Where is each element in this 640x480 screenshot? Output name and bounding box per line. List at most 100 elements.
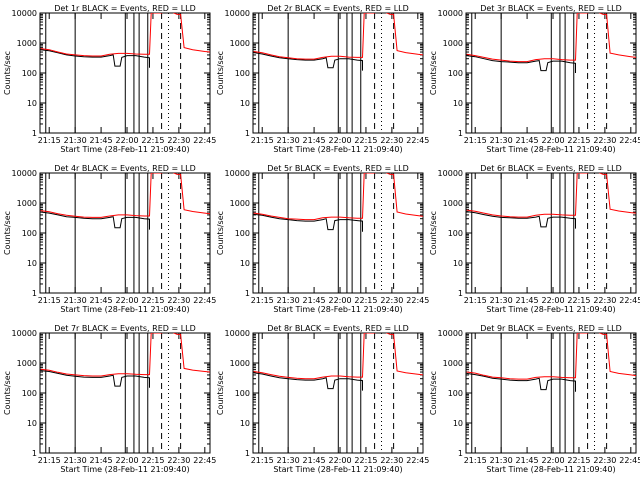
series-line [40,173,210,218]
y-tick-label: 10 [27,99,37,108]
x-tick-label: 21:45 [90,456,113,465]
y-tick-label: 1000 [230,39,250,48]
x-tick-label: 22:15 [354,296,377,305]
y-axis-label: Counts/sec [3,51,12,95]
x-tick-label: 21:30 [277,296,300,305]
x-axis-label: Start Time (28-Feb-11 21:09:40) [60,145,189,154]
x-tick-label: 22:15 [567,136,590,145]
x-tick-label: 22:30 [380,456,403,465]
x-axis-label: Start Time (28-Feb-11 21:09:40) [486,465,615,474]
panel-5: 1 10 100 1000 10000 21:15 21:30 21:45 22:00 22:15… [216,164,429,314]
x-tick-label: 22:30 [380,296,403,305]
y-tick-label: 10 [453,419,463,428]
x-tick-label: 22:30 [167,296,190,305]
x-tick-label: 22:30 [167,136,190,145]
x-tick-label: 21:30 [64,136,87,145]
x-tick-label: 21:45 [303,136,326,145]
y-tick-label: 10 [240,99,250,108]
panel-title: Det 7r BLACK = Events, RED = LLD [54,324,196,333]
y-tick-label: 100 [235,389,250,398]
x-tick-label: 22:00 [541,456,564,465]
x-tick-label: 21:45 [303,456,326,465]
x-tick-label: 22:45 [619,456,640,465]
x-tick-label: 21:15 [38,456,61,465]
y-tick-label: 10000 [225,9,250,18]
panel-7: 1 10 100 1000 10000 21:15 21:30 21:45 22:00 22:15… [3,324,216,474]
x-tick-label: 22:15 [567,296,590,305]
x-tick-label: 22:45 [406,456,429,465]
series-line [40,370,150,388]
series-line [466,211,576,229]
y-axis-label: Counts/sec [216,51,225,95]
y-axis-label: Counts/sec [3,211,12,255]
y-tick-label: 1 [458,289,463,298]
panel-title: Det 3r BLACK = Events, RED = LLD [480,4,622,13]
y-tick-label: 10000 [12,9,37,18]
y-tick-label: 1 [245,129,250,138]
panel-6: 1 10 100 1000 10000 21:15 21:30 21:45 22:00 22:15… [429,164,640,314]
y-tick-label: 1 [32,289,37,298]
panel-4: 1 10 100 1000 10000 21:15 21:30 21:45 22:00 22:15… [3,164,216,314]
x-axis-label: Start Time (28-Feb-11 21:09:40) [486,305,615,314]
y-tick-label: 100 [448,69,463,78]
y-tick-label: 1000 [230,199,250,208]
y-tick-label: 10 [240,419,250,428]
y-tick-label: 100 [22,69,37,78]
x-tick-label: 22:45 [406,136,429,145]
series-line [40,13,210,57]
y-tick-label: 10000 [438,169,463,178]
x-tick-label: 22:15 [354,456,377,465]
x-tick-label: 21:30 [64,456,87,465]
y-tick-label: 100 [22,229,37,238]
y-axis-label: Counts/sec [429,211,438,255]
y-tick-label: 100 [235,69,250,78]
series-line [253,213,363,232]
panel-1: 1 10 100 1000 10000 21:15 21:30 21:45 22:00 22:15… [3,4,216,154]
y-tick-label: 100 [448,389,463,398]
x-tick-label: 21:15 [251,136,274,145]
y-tick-label: 10000 [438,329,463,338]
series-line [253,333,423,380]
x-axis-label: Start Time (28-Feb-11 21:09:40) [60,305,189,314]
panel-title: Det 8r BLACK = Events, RED = LLD [267,324,409,333]
panel-title: Det 5r BLACK = Events, RED = LLD [267,164,409,173]
y-tick-label: 1000 [443,39,463,48]
series-line [466,173,636,218]
y-axis-label: Counts/sec [429,51,438,95]
x-tick-label: 21:15 [464,296,487,305]
x-tick-label: 21:30 [490,296,513,305]
x-tick-label: 22:15 [141,136,164,145]
x-tick-label: 21:15 [38,136,61,145]
y-axis-label: Counts/sec [216,371,225,415]
x-tick-label: 22:00 [115,456,138,465]
x-tick-label: 22:00 [115,296,138,305]
y-tick-label: 1 [245,449,250,458]
x-tick-label: 22:00 [115,136,138,145]
y-tick-label: 10 [240,259,250,268]
x-axis-label: Start Time (28-Feb-11 21:09:40) [60,465,189,474]
x-tick-label: 22:15 [141,456,164,465]
y-tick-label: 1000 [17,359,37,368]
y-tick-label: 1000 [443,359,463,368]
series-line [466,13,636,63]
x-tick-label: 22:45 [193,456,216,465]
y-tick-label: 1 [32,129,37,138]
x-tick-label: 21:45 [90,136,113,145]
x-tick-label: 22:30 [593,456,616,465]
x-axis-label: Start Time (28-Feb-11 21:09:40) [273,305,402,314]
panel-title: Det 2r BLACK = Events, RED = LLD [267,4,409,13]
y-tick-label: 100 [448,229,463,238]
x-tick-label: 22:30 [593,296,616,305]
series-line [466,372,576,392]
x-tick-label: 22:00 [328,136,351,145]
x-tick-label: 21:45 [303,296,326,305]
y-axis-label: Counts/sec [3,371,12,415]
x-tick-label: 21:45 [516,296,539,305]
series-line [466,55,576,73]
x-tick-label: 22:00 [541,136,564,145]
y-tick-label: 1 [458,449,463,458]
y-tick-label: 100 [235,229,250,238]
x-tick-label: 21:45 [516,136,539,145]
y-tick-label: 1000 [443,199,463,208]
series-line [40,49,150,68]
